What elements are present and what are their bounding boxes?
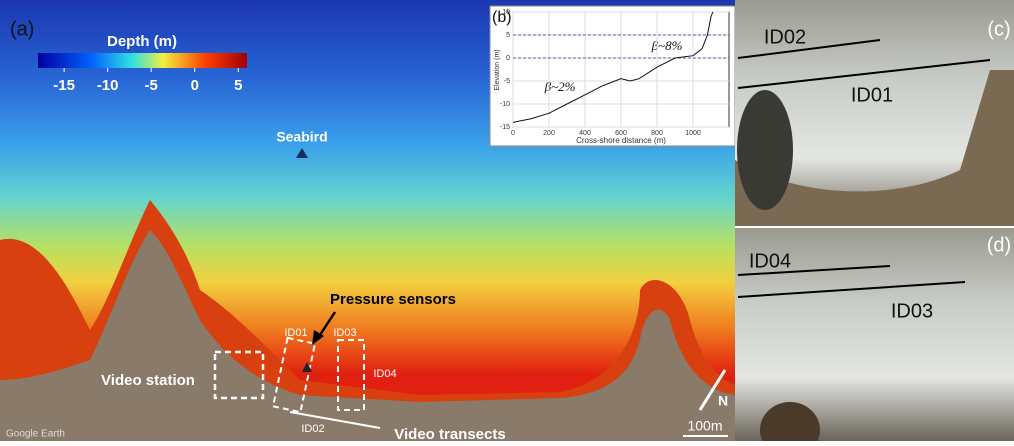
line-label: ID01 [851,84,893,106]
label: Pressure sensors [330,291,456,308]
colorbar-tick-label: -15 [53,77,75,94]
line-label: ID04 [749,250,791,272]
scale-label: 100m [687,418,722,434]
label: Video transects [394,426,505,441]
figure: (a) Depth (m) -15 -10 -5 0 5 Seabird Pressur… [0,0,1014,441]
north-label: N [718,393,728,409]
inset-frame [490,6,735,146]
y-tick-label: 0 [506,55,510,62]
label: Seabird [276,129,327,145]
panel-label: (c) [987,18,1010,40]
colorbar [38,53,247,68]
x-tick-label: 600 [615,130,627,137]
colorbar-title: Depth (m) [107,33,177,50]
panel-label: (d) [987,234,1011,256]
y-tick-label: -5 [504,78,510,85]
photo-c: ID02 ID01 (c) [735,0,1014,226]
photo-d: ID04 ID03 (d) [735,228,1014,441]
x-axis-label: Cross-shore distance (m) [576,136,666,145]
label: ID02 [301,423,324,435]
colorbar-tick-label: 0 [191,77,199,94]
x-tick-label: 200 [543,130,555,137]
y-tick-label: 5 [506,32,510,39]
colorbar-tick-label: 5 [234,77,242,94]
y-tick-label: -10 [500,101,510,108]
x-tick-label: 400 [579,130,591,137]
credit: Google Earth [6,429,65,440]
rock [737,90,793,210]
label: Video station [101,372,195,389]
y-tick-label: 10 [502,9,510,16]
label: ID01 [284,327,307,339]
y-tick-label: -15 [500,124,510,131]
colorbar-tick-label: -5 [145,77,158,94]
colorbar-tick-label: -10 [97,77,119,94]
annotation: β~8% [651,38,683,53]
line-label: ID03 [891,300,933,322]
x-tick-label: 800 [651,130,663,137]
panel-label: (a) [10,18,34,40]
elevation-inset: (b) Cross-shore distance (m) Elevation (… [490,6,735,146]
line-label: ID02 [764,26,806,48]
label: ID04 [373,368,396,380]
label: ID03 [333,327,356,339]
x-tick-label: 1000 [685,130,701,137]
y-axis-label: Elevation (m) [494,49,501,90]
x-tick-label: 0 [511,130,515,137]
